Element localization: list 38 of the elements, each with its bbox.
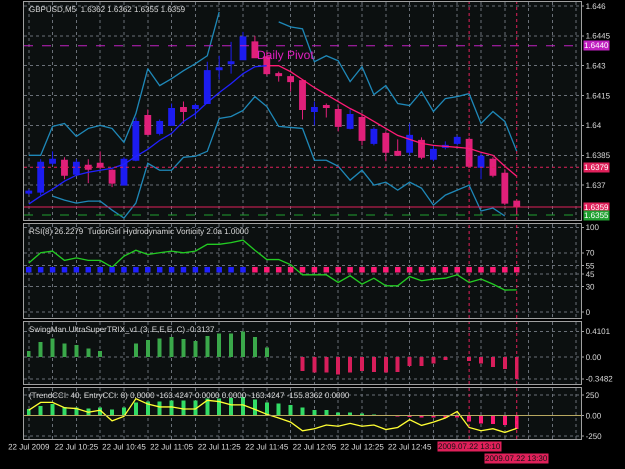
x-tick-label: 22 Jul 11:45 [245, 442, 289, 452]
x-tick-label: 22 Jul 11:05 [150, 442, 194, 452]
y-tick-label: 45 [586, 270, 596, 279]
ref-line-label: 1.6359 [584, 203, 610, 212]
y-tick-label: 250 [586, 390, 600, 400]
x-tick-label: 22 Jul 12:25 [340, 442, 384, 452]
y-tick-label: 0.00 [586, 411, 602, 420]
x-tick-label: 22 Jul 11:25 [198, 442, 242, 452]
y-tick-label: 100 [586, 223, 600, 232]
ref-line-label: 1.6355 [584, 211, 610, 220]
y-tick-label: 1.6415 [586, 91, 611, 100]
chart-title: GBPUSD,M5 1.6362 1.6362 1.6355 1.6359 [29, 5, 186, 14]
y-tick-label: 70 [586, 248, 596, 258]
y-tick-label: 0.4101 [586, 327, 611, 336]
y-tick-label: 0 [586, 308, 591, 317]
x-tick-label: 22 Jul 10:25 [54, 442, 99, 452]
ref-line-label: 2009.07.22 13:10 [438, 442, 501, 451]
x-tick-label: 22 Jul 10:45 [102, 442, 146, 452]
y-tick-label: 0.00 [586, 352, 602, 362]
y-tick-label: 30 [586, 282, 596, 292]
ref-line-label: 1.6440 [584, 41, 610, 50]
ref-line-label: 2009.07.22 13:30 [485, 454, 548, 463]
y-tick-label: 1.646 [586, 2, 606, 11]
y-tick-label: 1.643 [586, 62, 606, 71]
ref-line-label: 1.6379 [584, 163, 610, 172]
x-tick-label: 22 Jul 2009 [8, 442, 50, 452]
y-tick-label: 1.637 [586, 180, 606, 190]
y-tick-label: 1.6385 [586, 151, 611, 160]
y-tick-label: -250 [586, 432, 602, 441]
chart-title: SwingMan UltraSuperTRIX_v1 (3, E,E,E, C) -0.3137 [29, 325, 215, 334]
y-tick-label: 1.6445 [586, 32, 611, 41]
chart-title: (TrendCCI: 40, EntryCCI: 8) 0.0000 -163.4247 0.0000 0.0000 -163.4247 -155.8362 0.0000 [29, 391, 350, 400]
x-tick-label: 22 Jul 12:45 [388, 442, 432, 452]
x-tick-label: 22 Jul 12:05 [292, 442, 337, 452]
y-tick-label: 1.64 [586, 121, 602, 130]
y-tick-label: 55 [586, 261, 596, 270]
y-tick-label: -0.3482 [586, 374, 614, 384]
chart-title: RSI(8) 26.2279 TudorGirl Hydrodynamic Vorticity 2.0a 1.0000 [29, 227, 250, 236]
